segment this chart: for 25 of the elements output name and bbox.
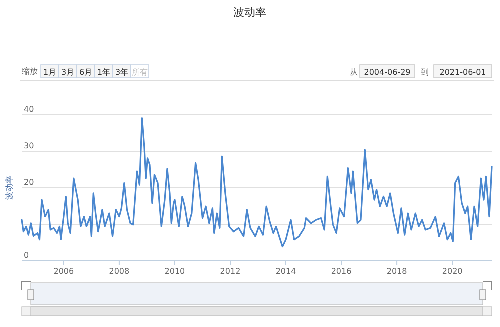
y-tick-label: 30 — [24, 142, 34, 150]
chart-title: 波动率 — [234, 6, 266, 19]
x-tick-label: 2018 — [386, 267, 408, 276]
x-tick-label: 2020 — [442, 267, 463, 276]
x-tick-label: 2012 — [220, 267, 241, 276]
text: 缩放 — [22, 67, 38, 76]
x-tick-label: 2006 — [54, 267, 74, 276]
x-tick-label: 2010 — [164, 267, 186, 276]
zoom-button: 3年 — [112, 64, 132, 78]
zoom-button: 3月 — [58, 64, 78, 78]
zoom-button: 所有 — [130, 64, 150, 78]
text: 从 — [350, 68, 358, 77]
y-tick-label: 40 — [24, 105, 34, 114]
y-tick-label: 0 — [24, 251, 30, 260]
date-field: 2004-06-29 — [360, 64, 416, 78]
x-tick-label: 2016 — [331, 267, 352, 276]
text: 到 — [421, 68, 429, 77]
date-field: 2021-06-01 — [434, 64, 492, 78]
zoom-button: 1年 — [94, 64, 114, 78]
y-axis-title: 波动率 — [5, 176, 14, 200]
x-tick-label: 2008 — [109, 267, 130, 276]
zoom-button: 1月 — [40, 64, 60, 78]
x-tick-label: 2014 — [276, 267, 296, 276]
y-tick-label: 20 — [24, 178, 34, 187]
zoom-button: 6月 — [76, 64, 96, 78]
